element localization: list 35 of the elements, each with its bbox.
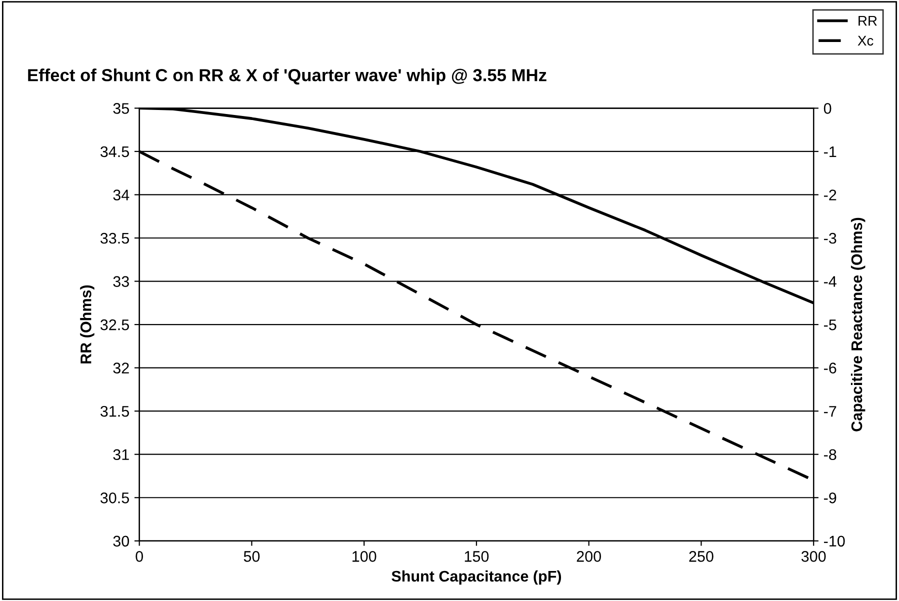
y2-tick-label: -9	[824, 492, 836, 504]
y-tick-label: 31.5	[100, 406, 129, 417]
legend-label: Xc	[858, 36, 874, 46]
y-tick-label: 30.5	[100, 492, 129, 504]
y-tick-label: 30	[113, 536, 130, 547]
y2-tick-label: -5	[824, 320, 836, 330]
y-tick-label: 31	[113, 449, 129, 460]
x-tick-label: 250	[689, 551, 714, 562]
x-tick-label: 150	[464, 551, 489, 562]
chart-title: Effect of Shunt C on RR & X of 'Quarter wave' whip @ 3.55 MHz	[28, 68, 546, 85]
y2-tick-label: -2	[824, 190, 836, 200]
x-tick-label: 300	[801, 551, 826, 562]
y2-tick-label: -4	[824, 276, 836, 287]
y2-tick-label: -8	[824, 449, 836, 460]
y-tick-label: 32	[113, 362, 129, 374]
legend-label: RR	[858, 16, 877, 26]
y2-tick-label: -7	[824, 406, 836, 417]
y2-tick-label: -1	[824, 146, 836, 157]
y2-axis-title: Capacitive Reactance (Ohms)	[850, 218, 866, 432]
y-tick-label: 32.5	[100, 319, 129, 330]
y-tick-label: 33	[113, 276, 129, 287]
x-axis-title: Shunt Capacitance (pF)	[392, 570, 562, 585]
y2-tick-label: -6	[824, 362, 836, 374]
x-tick-label: 100	[352, 551, 376, 562]
x-tick-label: 50	[244, 551, 260, 562]
y-tick-label: 34	[113, 190, 130, 200]
y2-tick-label: -10	[824, 536, 845, 547]
x-tick-label: 0	[136, 551, 143, 562]
y2-tick-label: 0	[824, 103, 832, 114]
y2-tick-label: -3	[824, 232, 836, 244]
y-axis-title: RR (Ohms)	[80, 285, 94, 364]
y-tick-label: 33.5	[100, 232, 129, 244]
x-tick-label: 200	[576, 551, 601, 562]
y-tick-label: 34.5	[100, 146, 129, 158]
y-tick-label: 35	[113, 103, 129, 114]
